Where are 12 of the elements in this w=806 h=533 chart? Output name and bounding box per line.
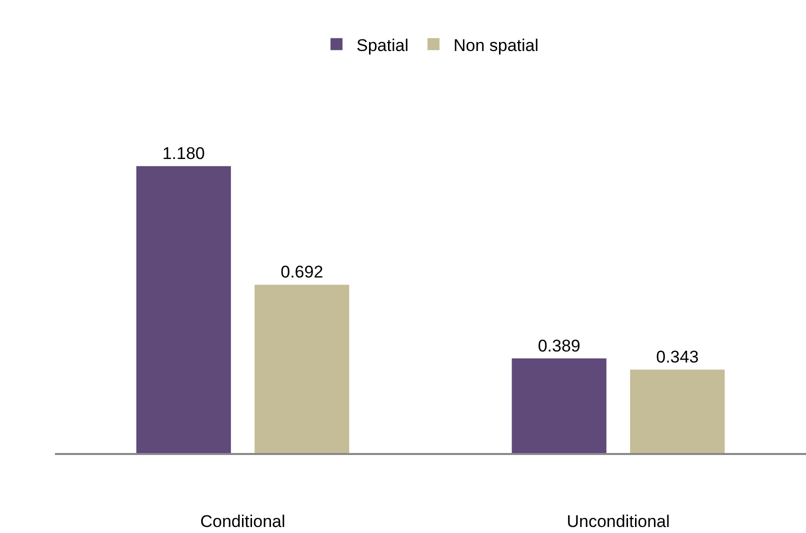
x-tick-label: Unconditional <box>566 512 670 532</box>
legend-label: Non spatial <box>453 36 539 55</box>
data-label: 1.180 <box>162 144 205 164</box>
data-label: 0.343 <box>656 348 699 367</box>
bar <box>136 166 231 453</box>
bar <box>630 370 725 453</box>
data-label: 0.389 <box>538 336 580 356</box>
bar <box>512 358 606 453</box>
legend-label: Spatial <box>356 36 408 55</box>
x-tick-label: Conditional <box>200 512 286 532</box>
bar <box>254 284 350 453</box>
data-label: 0.692 <box>280 262 324 282</box>
